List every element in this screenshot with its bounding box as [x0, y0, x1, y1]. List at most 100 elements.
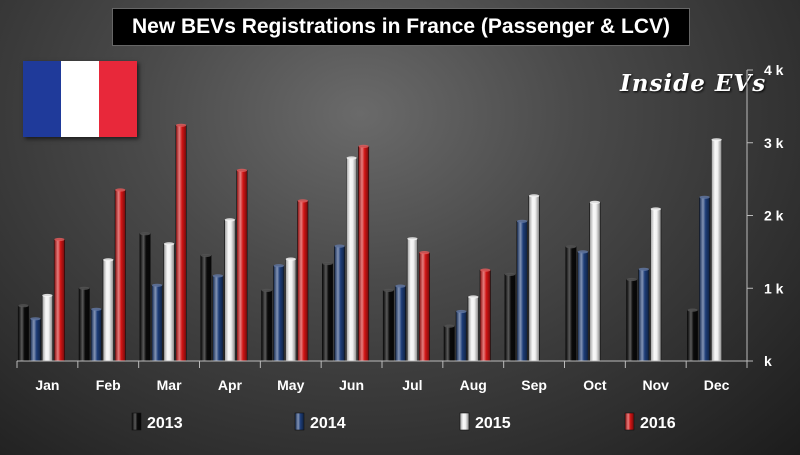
- bar-cap-2013-jul: [383, 288, 394, 292]
- legend-label-2014: 2014: [310, 415, 346, 432]
- chart-title-box: New BEVs Registrations in France (Passen…: [112, 8, 690, 46]
- bar-cap-2015-jul: [407, 237, 418, 241]
- bar-2015-dec: [710, 139, 723, 362]
- legend-swatch-2014: [294, 412, 305, 431]
- bar-cap-2015-dec: [711, 138, 722, 142]
- bar-2015-may: [285, 258, 297, 362]
- bar-cap-2015-nov: [650, 207, 662, 211]
- bar-cap-2016-feb: [115, 188, 126, 192]
- chart-title: New BEVs Registrations in France (Passen…: [132, 15, 670, 38]
- bar-2014-oct: [577, 251, 589, 362]
- bar-cap-2013-dec: [687, 308, 698, 312]
- watermark-logo: Inside EVs: [620, 70, 767, 97]
- bar-cap-2015-aug: [468, 295, 479, 299]
- y-tick-label-4: 4 k: [764, 62, 784, 78]
- bar-2014-jun: [333, 245, 346, 362]
- bar-cap-2015-jun: [346, 156, 357, 160]
- bar-cap-2013-aug: [444, 324, 455, 328]
- y-tick-label-2: 2 k: [764, 208, 784, 224]
- legend-swatch-2016: [624, 412, 635, 431]
- bar-cap-2014-mar: [151, 283, 163, 287]
- bar-cap-2014-jan: [30, 317, 41, 321]
- bar-2015-mar: [163, 243, 175, 362]
- bar-2016-jul: [418, 252, 431, 362]
- bar-2014-jan: [29, 318, 42, 362]
- bar-cap-2015-jan: [42, 293, 53, 298]
- bars-group: [17, 123, 723, 362]
- bar-cap-2016-jan: [54, 237, 65, 242]
- bar-2015-nov: [650, 208, 662, 362]
- bar-2013-mar: [139, 233, 151, 362]
- bar-cap-2014-jun: [334, 244, 345, 248]
- y-tick-label-3: 3 k: [764, 135, 784, 151]
- y-tick-label-1: 1 k: [764, 280, 784, 296]
- flag-stripe-white: [61, 61, 99, 137]
- bar-2016-jan: [53, 239, 66, 362]
- legend-group: 2013 2014 2015 2016: [131, 412, 676, 432]
- bar-2013-sep: [504, 274, 516, 362]
- bar-cap-2016-may: [297, 199, 309, 203]
- bar-cap-2014-nov: [638, 267, 650, 271]
- bar-2015-jan: [41, 295, 54, 362]
- bar-2014-jul: [394, 285, 407, 362]
- bar-2016-aug: [479, 269, 491, 362]
- bar-2016-may: [297, 200, 309, 362]
- legend-swatch-2015: [459, 412, 470, 431]
- y-tick-label-0: k: [764, 353, 772, 369]
- bar-2015-sep: [528, 195, 540, 362]
- bar-cap-2013-nov: [626, 277, 638, 282]
- bar-cap-2014-sep: [516, 219, 528, 223]
- bar-cap-2015-may: [285, 257, 297, 261]
- bar-2013-may: [261, 290, 273, 362]
- x-tick-label-jan: Jan: [35, 377, 59, 393]
- legend-label-2015: 2015: [475, 415, 511, 432]
- bar-cap-2013-mar: [139, 232, 151, 236]
- bar-cap-2014-jul: [395, 284, 406, 288]
- bar-2015-jul: [406, 238, 419, 362]
- bar-2016-apr: [236, 170, 248, 362]
- x-tick-label-feb: Feb: [96, 377, 121, 393]
- x-tick-label-jul: Jul: [402, 377, 422, 393]
- bar-2015-aug: [467, 296, 479, 362]
- bar-cap-2014-oct: [577, 250, 589, 254]
- legend-label-2013: 2013: [147, 415, 183, 432]
- bar-2016-jun: [357, 146, 370, 362]
- bar-2014-aug: [455, 311, 467, 362]
- bar-cap-2014-may: [273, 264, 285, 268]
- legend-swatch-2013: [131, 412, 142, 431]
- bar-cap-2016-jul: [419, 251, 430, 255]
- x-tick-label-apr: Apr: [218, 377, 243, 393]
- bar-cap-2014-aug: [456, 309, 467, 314]
- legend-label-2016: 2016: [640, 415, 676, 432]
- bar-2014-mar: [151, 284, 163, 362]
- axes-group: Jan Feb Mar Apr May Jun Jul Aug Sep Oct Nov Dec k 1 k…: [16, 62, 784, 393]
- bar-2014-dec: [698, 197, 711, 362]
- x-tick-label-may: May: [277, 377, 304, 393]
- x-tick-label-mar: Mar: [157, 377, 182, 393]
- x-tick-label-jun: Jun: [339, 377, 364, 393]
- bar-cap-2013-may: [261, 288, 273, 292]
- bar-2013-jan: [17, 305, 30, 362]
- bar-2013-nov: [626, 279, 638, 362]
- bar-2016-feb: [114, 189, 126, 362]
- bar-cap-2015-mar: [163, 242, 175, 246]
- bar-cap-2014-apr: [212, 274, 224, 278]
- bar-cap-2013-jun: [322, 261, 333, 266]
- bar-2014-feb: [90, 308, 102, 362]
- bar-2014-nov: [638, 268, 650, 362]
- bar-cap-2013-feb: [79, 286, 90, 290]
- bar-cap-2016-jun: [358, 144, 369, 148]
- bar-cap-2016-aug: [480, 268, 491, 272]
- bar-2013-feb: [78, 287, 90, 362]
- flag-stripe-blue: [23, 61, 61, 137]
- bar-cap-2014-dec: [699, 195, 710, 199]
- bar-cap-2013-jan: [18, 304, 29, 308]
- x-tick-label-sep: Sep: [521, 377, 547, 393]
- bar-2013-jun: [321, 263, 334, 362]
- bar-2014-apr: [212, 275, 224, 362]
- x-tick-label-nov: Nov: [643, 377, 670, 393]
- bar-2013-apr: [200, 255, 212, 362]
- bar-2013-dec: [686, 309, 699, 362]
